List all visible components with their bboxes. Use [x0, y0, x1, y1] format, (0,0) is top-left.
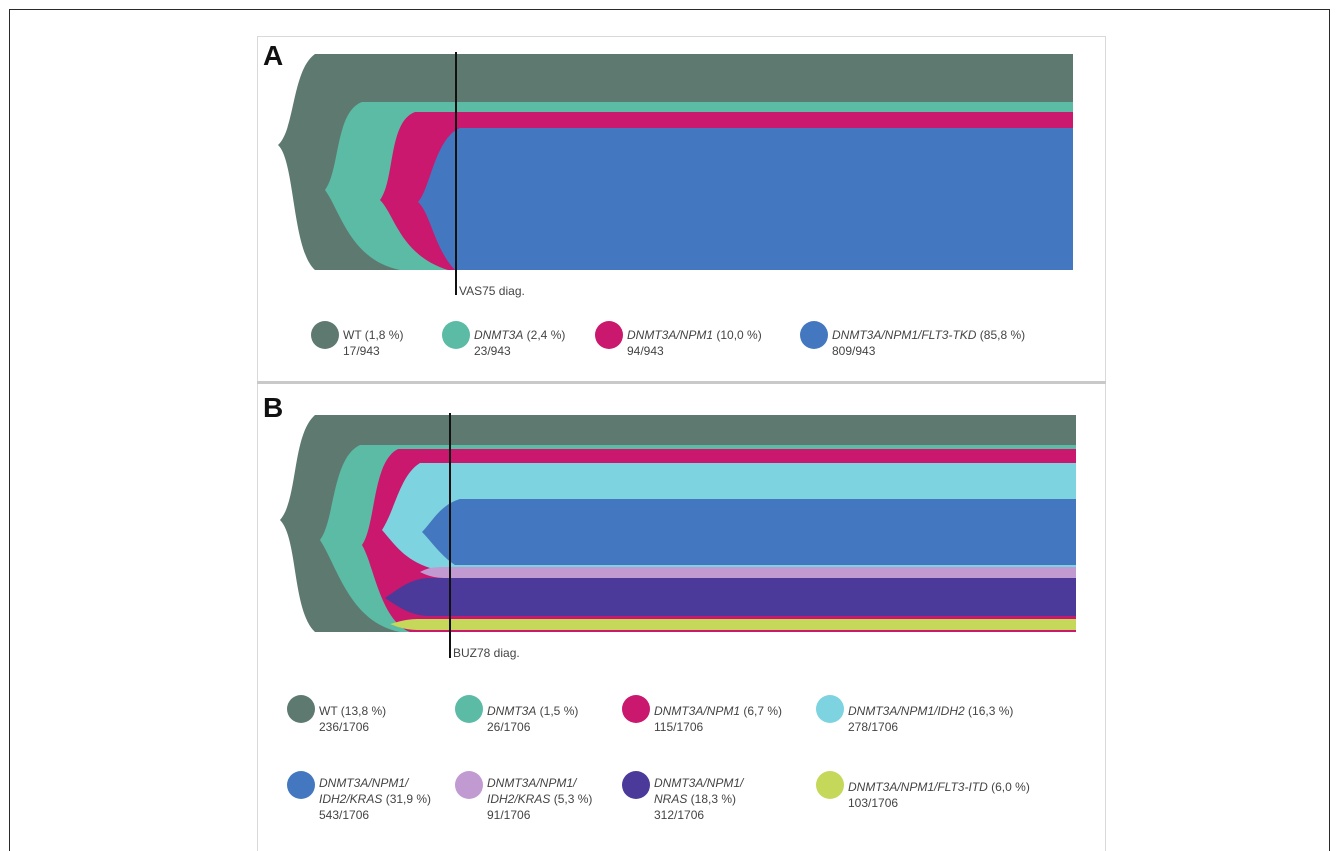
legend-a-dnmt3a-npm1: DNMT3A/NPM1 (10,0 %) 94/943: [595, 321, 762, 359]
legend-dot: [287, 695, 315, 723]
panel-b-label: B: [263, 392, 284, 423]
panel-a-label: A: [263, 40, 284, 71]
fish-b-nras: [385, 578, 1076, 616]
legend-b-idh2: DNMT3A/NPM1/IDH2 (16,3 %) 278/1706: [816, 695, 1013, 735]
panel-a-fishplot: [278, 52, 1073, 295]
legend-a-flt3-tkd: DNMT3A/NPM1/FLT3-TKD (85,8 %) 809/943: [800, 321, 1025, 359]
legend-a-dnmt3a: DNMT3A (2,4 %) 23/943: [442, 321, 565, 359]
legend-b-wt: WT (13,8 %) 236/1706: [287, 695, 386, 735]
legend-b-dnmt3a-npm1: DNMT3A/NPM1 (6,7 %) 115/1706: [622, 695, 782, 735]
legend-dot: [442, 321, 470, 349]
legend-dot: [800, 321, 828, 349]
legend-dot: [455, 695, 483, 723]
legend-b-flt3-itd: DNMT3A/NPM1/FLT3-ITD (6,0 %) 103/1706: [816, 771, 1030, 811]
diag-label-b: BUZ78 diag.: [453, 646, 520, 660]
legend-dot: [622, 771, 650, 799]
fish-a-flt3-tkd: [418, 128, 1073, 270]
panel-divider: [257, 381, 1106, 384]
legend-dot: [622, 695, 650, 723]
fish-b-idh2-kras-2: [420, 567, 1076, 578]
legend-b-idh2-kras-1: DNMT3A/NPM1/IDH2/KRAS (31,9 %) 543/1706: [287, 771, 431, 823]
legend-b-idh2-kras-2: DNMT3A/NPM1/IDH2/KRAS (5,3 %) 91/1706: [455, 771, 592, 823]
legend-dot: [287, 771, 315, 799]
outer-frame: [9, 9, 1330, 851]
legend-dot: [455, 771, 483, 799]
legend-a-wt: WT (1,8 %) 17/943: [311, 321, 403, 359]
legend-dot: [816, 771, 844, 799]
legend-dot: [595, 321, 623, 349]
legend-dot: [816, 695, 844, 723]
diag-label-a: VAS75 diag.: [459, 284, 525, 298]
legend-dot: [311, 321, 339, 349]
fish-b-idh2-kras-1: [422, 499, 1076, 565]
legend-b-dnmt3a: DNMT3A (1,5 %) 26/1706: [455, 695, 578, 735]
fish-b-flt3-itd: [390, 619, 1076, 630]
legend-b-nras: DNMT3A/NPM1/NRAS (18,3 %) 312/1706: [622, 771, 743, 823]
panel-b-fishplot: [280, 413, 1076, 658]
